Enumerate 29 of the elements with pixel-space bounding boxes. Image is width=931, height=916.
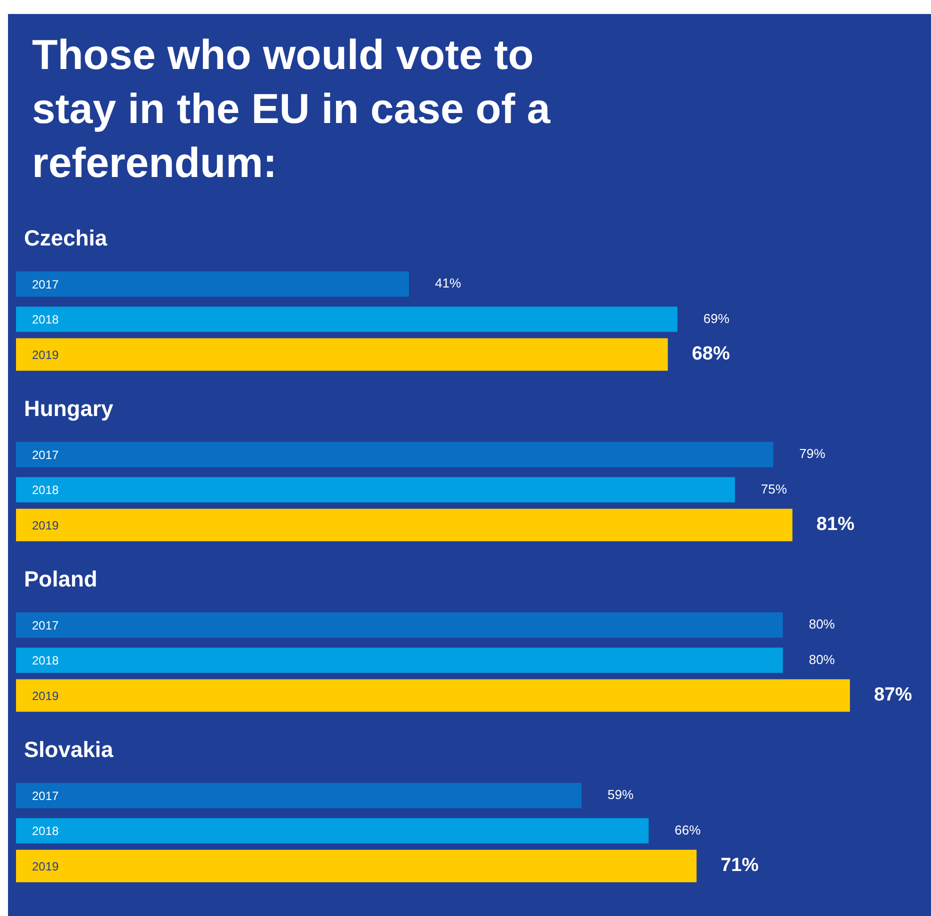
- text: 2019: [32, 688, 59, 703]
- text: 2019: [32, 859, 59, 874]
- data-label: 71%: [720, 855, 759, 876]
- series-label: 2019: [32, 348, 60, 362]
- chart-title: Those who would vote to stay in the EU in case of a referendum:: [32, 30, 552, 188]
- data-label: 69%: [703, 310, 730, 326]
- data-label: 80%: [808, 616, 836, 632]
- text: 2019: [32, 518, 59, 532]
- data-label: 59%: [608, 787, 634, 802]
- y-tick-label: Czechia: [24, 225, 108, 250]
- data-label: 80%: [808, 652, 836, 667]
- data-label: 87%: [874, 684, 912, 706]
- text: 2018: [32, 312, 59, 327]
- text: 2017: [32, 788, 59, 803]
- series-label: 2018: [32, 654, 60, 668]
- y-tick-label: Poland: [24, 566, 98, 592]
- data-label: 66%: [674, 822, 702, 838]
- text: 2018: [32, 483, 59, 498]
- data-label: 75%: [760, 481, 788, 496]
- y-tick-label: Hungary: [24, 396, 114, 421]
- text: 2017: [32, 448, 59, 462]
- text: 2018: [32, 824, 59, 838]
- data-label: 79%: [799, 446, 826, 462]
- data-label: 81%: [816, 514, 855, 536]
- data-label: 68%: [692, 344, 730, 365]
- y-tick-label: Slovakia: [24, 736, 114, 762]
- text: 2017: [32, 618, 59, 632]
- data-label: 41%: [435, 276, 462, 291]
- series-label: 2017: [32, 277, 60, 292]
